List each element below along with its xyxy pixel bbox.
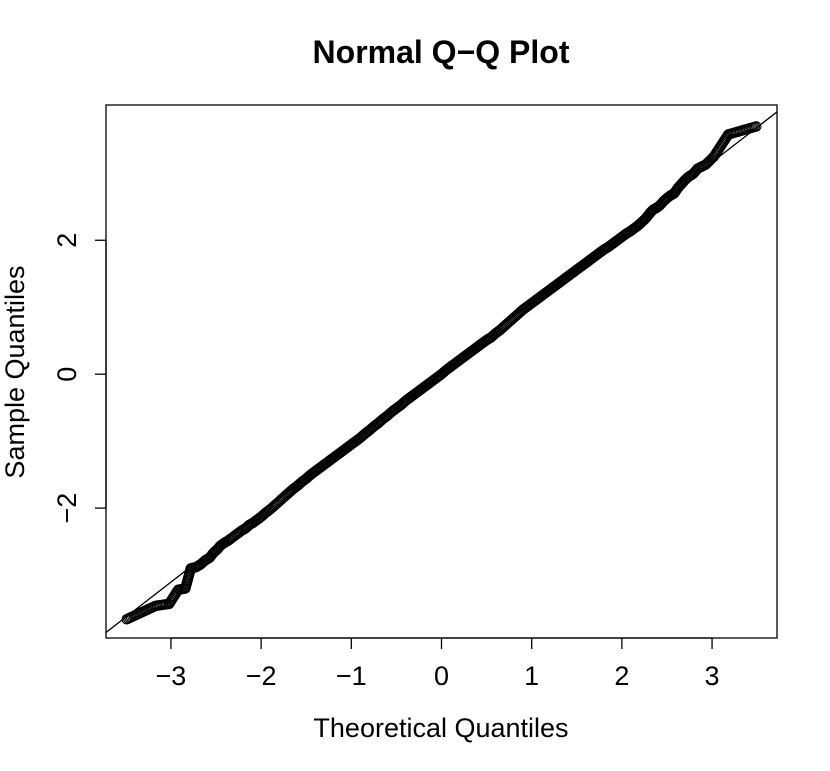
chart-title: Normal Q−Q Plot [313, 34, 570, 70]
data-point [751, 121, 762, 132]
x-tick-label: −1 [336, 661, 367, 691]
x-tick-label: 3 [705, 661, 720, 691]
y-axis: −2 0 2 [52, 233, 107, 524]
x-tick-label: −3 [156, 661, 187, 691]
x-axis: −3 −2 −1 0 1 2 3 [156, 637, 720, 691]
x-axis-label: Theoretical Quantiles [313, 713, 568, 743]
points-layer [121, 121, 762, 625]
y-tick-label: 0 [52, 367, 82, 382]
x-tick-label: 2 [614, 661, 629, 691]
y-tick-label: 2 [52, 233, 82, 248]
x-tick-label: 0 [434, 661, 449, 691]
y-tick-label: −2 [52, 493, 82, 524]
x-tick-label: −2 [246, 661, 277, 691]
y-axis-label: Sample Quantiles [0, 265, 30, 478]
x-tick-label: 1 [524, 661, 539, 691]
